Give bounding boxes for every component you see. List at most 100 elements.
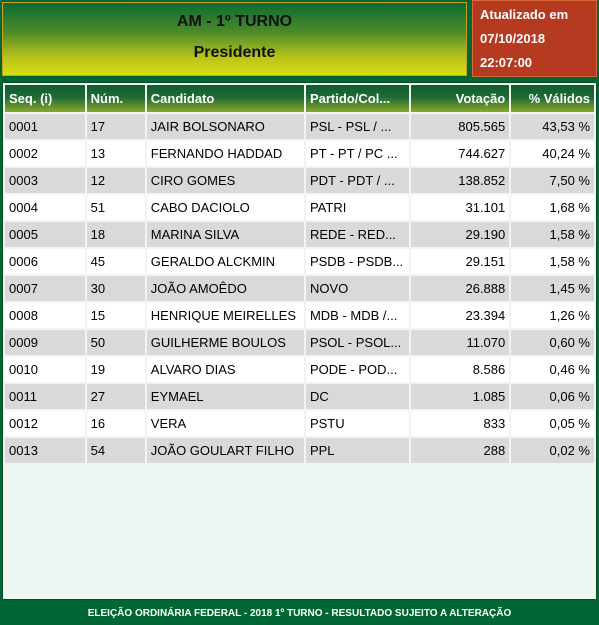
cell-seq: 0006 xyxy=(5,249,85,274)
cell-valid-pct: 0,46 % xyxy=(511,357,594,382)
cell-votes: 23.394 xyxy=(411,303,510,328)
table-row[interactable]: 0001 17 JAIR BOLSONARO PSL - PSL / ... 805.5… xyxy=(5,114,594,139)
table-header-row: Seq. (i) Núm. Candidato Partido/Col... V… xyxy=(5,85,594,112)
cell-party: PSTU xyxy=(305,411,410,436)
cell-valid-pct: 1,58 % xyxy=(511,222,594,247)
column-header-num[interactable]: Núm. xyxy=(86,85,145,112)
cell-num: 30 xyxy=(86,276,145,301)
cell-seq: 0007 xyxy=(5,276,85,301)
cell-party: PDT - PDT / ... xyxy=(305,168,410,193)
cell-seq: 0010 xyxy=(5,357,85,382)
cell-party: PSDB - PSDB... xyxy=(305,249,410,274)
update-date: 07/10/2018 xyxy=(480,31,546,46)
cell-num: 19 xyxy=(86,357,145,382)
cell-num: 54 xyxy=(86,438,145,463)
cell-valid-pct: 43,53 % xyxy=(511,114,594,139)
cell-candidate: ALVARO DIAS xyxy=(146,357,304,382)
table-row[interactable]: 0005 18 MARINA SILVA REDE - RED... 29.190 1,5… xyxy=(5,222,594,247)
cell-valid-pct: 1,58 % xyxy=(511,249,594,274)
cell-votes: 31.101 xyxy=(411,195,510,220)
cell-votes: 138.852 xyxy=(411,168,510,193)
update-time: 22:07:00 xyxy=(480,55,533,70)
cell-num: 51 xyxy=(86,195,145,220)
cell-party: PODE - POD... xyxy=(305,357,410,382)
cell-votes: 29.151 xyxy=(411,249,510,274)
column-header-party[interactable]: Partido/Col... xyxy=(305,85,410,112)
cell-candidate: HENRIQUE MEIRELLES xyxy=(146,303,304,328)
cell-party: PSOL - PSOL... xyxy=(305,330,410,355)
table-row[interactable]: 0006 45 GERALDO ALCKMIN PSDB - PSDB... 29.15… xyxy=(5,249,594,274)
table-row[interactable]: 0012 16 VERA PSTU 833 0,05 % xyxy=(5,411,594,436)
cell-candidate: FERNANDO HADDAD xyxy=(146,141,304,166)
cell-num: 15 xyxy=(86,303,145,328)
cell-candidate: VERA xyxy=(146,411,304,436)
table-row[interactable]: 0010 19 ALVARO DIAS PODE - POD... 8.586 0,46 … xyxy=(5,357,594,382)
update-label: Atualizado em xyxy=(480,7,569,22)
results-table: Seq. (i) Núm. Candidato Partido/Col... V… xyxy=(3,83,596,465)
cell-party: DC xyxy=(305,384,410,409)
cell-votes: 288 xyxy=(411,438,510,463)
cell-num: 17 xyxy=(86,114,145,139)
cell-candidate: CABO DACIOLO xyxy=(146,195,304,220)
cell-votes: 29.190 xyxy=(411,222,510,247)
cell-seq: 0013 xyxy=(5,438,85,463)
update-panel: Atualizado em 07/10/2018 22:07:00 xyxy=(472,0,597,77)
cell-party: REDE - RED... xyxy=(305,222,410,247)
cell-candidate: JOÃO GOULART FILHO xyxy=(146,438,304,463)
cell-seq: 0002 xyxy=(5,141,85,166)
cell-candidate: CIRO GOMES xyxy=(146,168,304,193)
cell-candidate: GERALDO ALCKMIN xyxy=(146,249,304,274)
table-row[interactable]: 0003 12 CIRO GOMES PDT - PDT / ... 138.852 7,… xyxy=(5,168,594,193)
cell-num: 16 xyxy=(86,411,145,436)
cell-valid-pct: 1,26 % xyxy=(511,303,594,328)
cell-party: PPL xyxy=(305,438,410,463)
column-header-candidate[interactable]: Candidato xyxy=(146,85,304,112)
table-row[interactable]: 0011 27 EYMAEL DC 1.085 0,06 % xyxy=(5,384,594,409)
cell-candidate: JOÃO AMOÊDO xyxy=(146,276,304,301)
cell-candidate: JAIR BOLSONARO xyxy=(146,114,304,139)
page-title: AM - 1º TURNO xyxy=(176,13,293,30)
cell-seq: 0005 xyxy=(5,222,85,247)
table-row[interactable]: 0013 54 JOÃO GOULART FILHO PPL 288 0,02 % xyxy=(5,438,594,463)
cell-valid-pct: 0,05 % xyxy=(511,411,594,436)
cell-party: PT - PT / PC ... xyxy=(305,141,410,166)
table-row[interactable]: 0002 13 FERNANDO HADDAD PT - PT / PC ... 744… xyxy=(5,141,594,166)
cell-votes: 11.070 xyxy=(411,330,510,355)
cell-valid-pct: 7,50 % xyxy=(511,168,594,193)
cell-valid-pct: 1,68 % xyxy=(511,195,594,220)
table-row[interactable]: 0007 30 JOÃO AMOÊDO NOVO 26.888 1,45 % xyxy=(5,276,594,301)
cell-seq: 0001 xyxy=(5,114,85,139)
cell-valid-pct: 1,45 % xyxy=(511,276,594,301)
cell-valid-pct: 0,02 % xyxy=(511,438,594,463)
cell-candidate: MARINA SILVA xyxy=(146,222,304,247)
cell-votes: 805.565 xyxy=(411,114,510,139)
cell-num: 50 xyxy=(86,330,145,355)
results-table-container: Seq. (i) Núm. Candidato Partido/Col... V… xyxy=(2,82,597,600)
cell-seq: 0003 xyxy=(5,168,85,193)
column-header-votes[interactable]: Votação xyxy=(411,85,510,112)
page-header: AM - 1º TURNO Presidente xyxy=(2,2,467,76)
cell-num: 13 xyxy=(86,141,145,166)
page-subtitle: Presidente xyxy=(193,44,276,61)
table-row[interactable]: 0008 15 HENRIQUE MEIRELLES MDB - MDB /... 23… xyxy=(5,303,594,328)
footer-note: ELEIÇÃO ORDINÁRIA FEDERAL - 2018 1º TURN… xyxy=(87,608,512,619)
cell-valid-pct: 0,60 % xyxy=(511,330,594,355)
cell-seq: 0012 xyxy=(5,411,85,436)
table-row[interactable]: 0004 51 CABO DACIOLO PATRI 31.101 1,68 % xyxy=(5,195,594,220)
cell-party: NOVO xyxy=(305,276,410,301)
cell-candidate: EYMAEL xyxy=(146,384,304,409)
cell-candidate: GUILHERME BOULOS xyxy=(146,330,304,355)
cell-num: 27 xyxy=(86,384,145,409)
cell-seq: 0011 xyxy=(5,384,85,409)
cell-seq: 0009 xyxy=(5,330,85,355)
cell-num: 45 xyxy=(86,249,145,274)
cell-num: 18 xyxy=(86,222,145,247)
cell-valid-pct: 40,24 % xyxy=(511,141,594,166)
cell-votes: 26.888 xyxy=(411,276,510,301)
cell-num: 12 xyxy=(86,168,145,193)
cell-valid-pct: 0,06 % xyxy=(511,384,594,409)
column-header-seq[interactable]: Seq. (i) xyxy=(5,85,85,112)
column-header-valid-pct[interactable]: % Válidos xyxy=(511,85,594,112)
cell-votes: 833 xyxy=(411,411,510,436)
table-row[interactable]: 0009 50 GUILHERME BOULOS PSOL - PSOL... 11.0… xyxy=(5,330,594,355)
